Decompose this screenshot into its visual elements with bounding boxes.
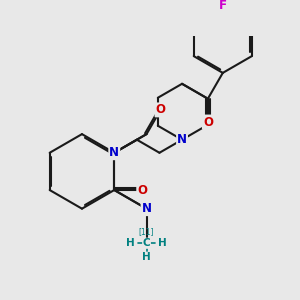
Text: [11]: [11] (139, 227, 154, 236)
Text: O: O (155, 103, 166, 116)
Text: F: F (219, 0, 227, 12)
Text: O: O (203, 116, 213, 128)
Text: H: H (158, 238, 167, 248)
Text: N: N (142, 202, 152, 215)
Text: N: N (177, 133, 187, 146)
Text: O: O (137, 184, 147, 196)
Text: H: H (126, 238, 135, 248)
Text: N: N (109, 146, 119, 159)
Text: C: C (143, 238, 150, 248)
Text: H: H (142, 252, 151, 262)
